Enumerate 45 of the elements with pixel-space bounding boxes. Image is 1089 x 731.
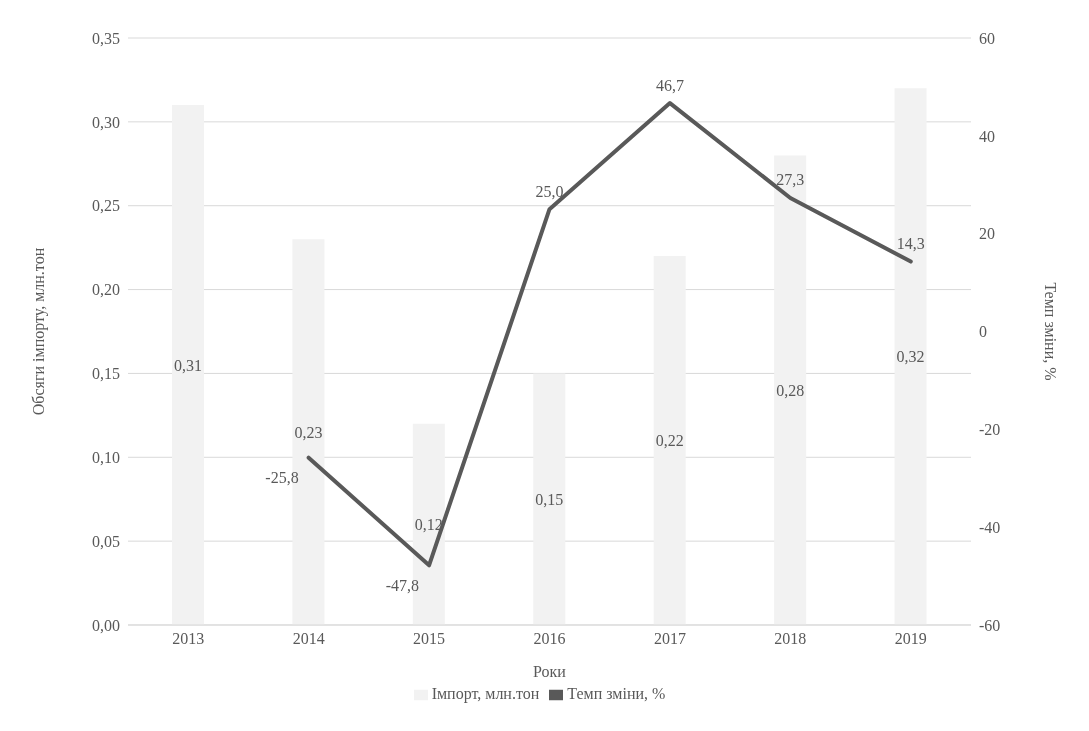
y2-tick-label: 60: [979, 29, 995, 47]
bar: [172, 105, 204, 625]
y-tick-label: 0,15: [92, 365, 120, 383]
y2-tick-label: -60: [979, 616, 1001, 634]
data-label: 27,3: [776, 171, 805, 189]
y-tick-label: 0,30: [92, 113, 120, 131]
data-label: 14,3: [896, 235, 925, 253]
data-label: 0,23: [294, 423, 323, 441]
data-label: 0,22: [655, 432, 684, 450]
data-label: 0,31: [174, 356, 202, 374]
y-tick-label: 0,20: [92, 281, 120, 299]
data-label: 0,15: [535, 490, 564, 508]
y-tick-label: 0,35: [92, 29, 120, 47]
data-label: 0,28: [776, 381, 805, 399]
data-label: -47,8: [385, 576, 420, 594]
y2-tick-label: 0: [979, 323, 987, 341]
bar: [774, 155, 807, 625]
x-tick-label: 2013: [172, 630, 205, 648]
x-tick-label: 2016: [533, 630, 566, 648]
bar: [653, 256, 686, 625]
legend-label: Імпорт, млн.тон: [431, 685, 540, 702]
data-label: 0,12: [414, 515, 443, 533]
bar: [894, 88, 927, 625]
y-tick-label: 0,25: [92, 197, 120, 215]
y2-tick-label: 20: [979, 225, 995, 243]
y2-axis-title: Темп зміни, %: [1042, 282, 1060, 381]
bar: [533, 373, 566, 625]
data-label: 0,32: [896, 348, 925, 366]
y-tick-label: 0,05: [92, 532, 120, 550]
y2-tick-label: -40: [979, 518, 1001, 536]
legend-label: Темп зміни, %: [567, 685, 666, 702]
data-label: 25,0: [535, 182, 564, 200]
x-tick-label: 2015: [413, 630, 446, 648]
y2-tick-label: -20: [979, 421, 1001, 439]
x-tick-label: 2019: [894, 630, 927, 648]
y-tick-label: 0,00: [92, 616, 120, 634]
y-tick-label: 0,10: [92, 448, 120, 466]
x-tick-label: 2017: [653, 630, 686, 648]
y-axis-title: Обсяги імпорту, млн.тон: [29, 247, 48, 416]
data-label: 46,7: [655, 76, 684, 94]
data-label: -25,8: [265, 469, 299, 487]
x-axis-title: Роки: [533, 663, 567, 680]
y2-tick-label: 40: [979, 127, 995, 145]
x-tick-label: 2014: [292, 630, 325, 648]
x-tick-label: 2018: [774, 630, 807, 648]
